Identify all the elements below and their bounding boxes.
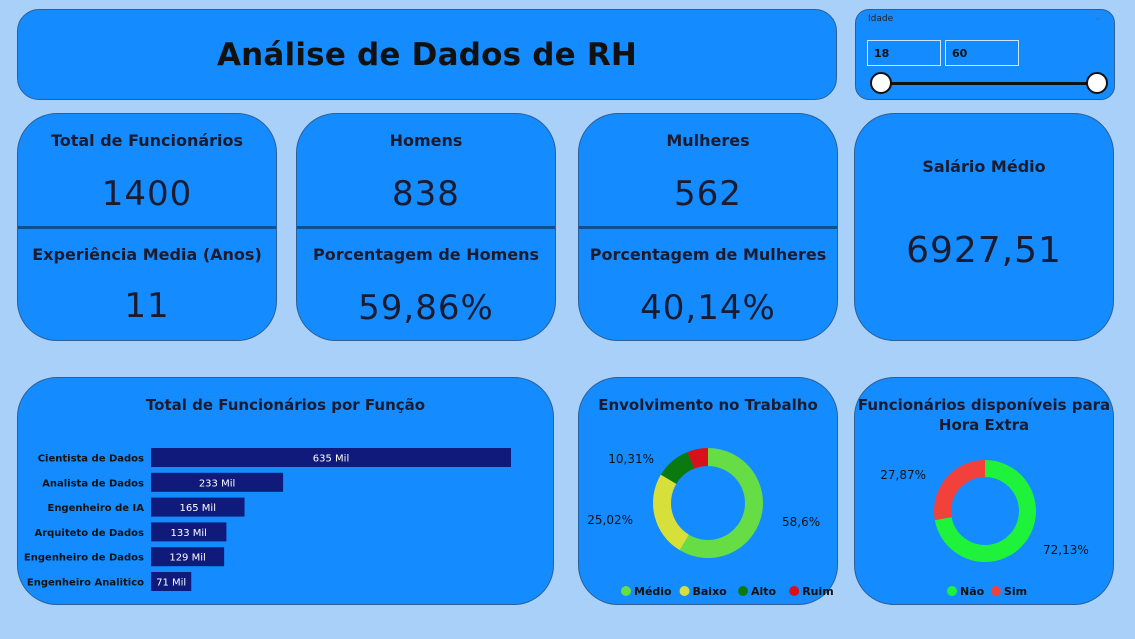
chevron-down-icon[interactable]: ⌄ <box>1093 12 1102 23</box>
legend-label[interactable]: Não <box>960 585 985 598</box>
bar[interactable] <box>151 572 192 591</box>
donut-slice-label: 10,31% <box>608 452 654 466</box>
bar[interactable] <box>151 472 284 492</box>
bar-value-label: 233 Mil <box>199 478 235 489</box>
donut-slice-label: 58,6% <box>782 515 820 529</box>
bar-chart-title: Total de Funcionários por Função <box>145 396 426 414</box>
kpi-value-mulheres: 562 <box>674 174 742 214</box>
kpi-value-homens: 838 <box>392 174 460 214</box>
bar-value-label: 133 Mil <box>170 528 206 539</box>
kpi-label-pct-homens: Porcentagem de Homens <box>312 245 540 264</box>
bar[interactable] <box>151 522 227 542</box>
legend-marker <box>947 586 957 596</box>
bar[interactable] <box>151 497 245 517</box>
legend-label[interactable]: Sim <box>1004 585 1027 598</box>
bar-chart: Cientista de Dados 635 Mil Analista de Dad… <box>24 448 511 591</box>
donut-slice-label: 27,87% <box>880 468 926 482</box>
legend-marker <box>738 586 748 596</box>
legend-marker <box>679 586 690 596</box>
slicer-min-handle[interactable] <box>870 72 892 94</box>
legend-label[interactable]: Médio <box>634 585 672 598</box>
kpi-label-salario: Salário Médio <box>922 157 1046 176</box>
bar[interactable] <box>151 547 225 567</box>
bar[interactable] <box>151 448 511 467</box>
donut-slice[interactable] <box>660 451 695 484</box>
donut-title-hora-extra-line1: Funcionários disponíveis para <box>857 396 1111 414</box>
bar-chart-card: Total de Funcionários por Função Cientis… <box>17 377 554 605</box>
bar-value-label: 129 Mil <box>169 553 205 564</box>
donut-slice[interactable] <box>653 474 689 551</box>
donut-slice[interactable] <box>679 448 763 558</box>
kpi-card-total: Total de Funcionários 1400 Experiência M… <box>17 113 277 341</box>
kpi-card-homens: Homens 838 Porcentagem de Homens 59,86% <box>296 113 556 341</box>
page-title: Análise de Dados de RH <box>216 36 638 73</box>
kpi-divider <box>297 226 555 229</box>
legend-label[interactable]: Baixo <box>693 585 728 598</box>
legend-marker <box>990 586 1001 596</box>
legend-marker <box>789 586 800 596</box>
kpi-card-mulheres: Mulheres 562 Porcentagem de Mulheres 40,… <box>578 113 838 341</box>
bar-category-label: Arquiteto de Dados <box>34 528 144 539</box>
bar-value-label: 165 Mil <box>180 503 216 514</box>
donut-chart-hora-extra: 72,13% 27,87% Não Sim <box>880 460 1089 598</box>
slicer-min-input[interactable]: 18 <box>867 40 941 66</box>
kpi-value-total: 1400 <box>101 174 193 214</box>
bar-category-label: Engenheiro de Dados <box>24 553 144 564</box>
donut-slice[interactable] <box>934 460 985 521</box>
legend-label[interactable]: Alto <box>751 585 777 598</box>
kpi-value-exp: 11 <box>124 286 170 326</box>
legend-marker <box>621 586 631 596</box>
bar-category-label: Engenheiro Analitico <box>27 578 144 589</box>
donut-slice[interactable] <box>934 460 1036 562</box>
bar-category-label: Cientista de Dados <box>38 454 144 465</box>
kpi-label-total: Total de Funcionários <box>50 131 244 150</box>
kpi-label-pct-mulheres: Porcentagem de Mulheres <box>589 245 827 264</box>
kpi-divider <box>18 226 276 229</box>
bar-value-label: 635 Mil <box>313 454 349 465</box>
donut-title-envolvimento: Envolvimento no Trabalho <box>598 396 818 414</box>
kpi-value-pct-homens: 59,86% <box>358 288 494 328</box>
bar-value-label: 71 Mil <box>156 578 186 589</box>
donut-chart-card-envolvimento: Envolvimento no Trabalho 58,6% 25,02% 10,3… <box>578 377 838 605</box>
donut-slice[interactable] <box>687 448 708 469</box>
kpi-value-pct-mulheres: 40,14% <box>640 288 776 328</box>
kpi-divider <box>579 226 837 229</box>
donut-chart-card-hora-extra: Funcionários disponíveis para Hora Extra… <box>854 377 1114 605</box>
slicer-max-input[interactable]: 60 <box>945 40 1019 66</box>
slicer-max-handle[interactable] <box>1086 72 1108 94</box>
donut-slice-label: 72,13% <box>1043 543 1089 557</box>
legend-label[interactable]: Ruim <box>802 585 834 598</box>
kpi-card-salario: Salário Médio 6927,51 <box>854 113 1114 341</box>
slicer-label: Idade <box>868 14 894 24</box>
bar-category-label: Analista de Dados <box>42 478 144 489</box>
donut-chart-envolvimento: 58,6% 25,02% 10,31% Médio Baixo Alto Ruim <box>587 448 834 598</box>
kpi-label-exp: Experiência Media (Anos) <box>32 245 262 264</box>
slicer-track[interactable] <box>881 82 1097 85</box>
kpi-label-homens: Homens <box>389 131 463 150</box>
age-slicer[interactable]: Idade ⌄ 18 60 <box>855 9 1115 100</box>
kpi-label-mulheres: Mulheres <box>666 131 750 150</box>
donut-slice-label: 25,02% <box>587 513 633 527</box>
title-card: Análise de Dados de RH <box>17 9 837 100</box>
kpi-value-salario: 6927,51 <box>906 230 1062 271</box>
donut-title-hora-extra-line2: Hora Extra <box>938 416 1030 434</box>
bar-category-label: Engenheiro de IA <box>47 503 144 514</box>
